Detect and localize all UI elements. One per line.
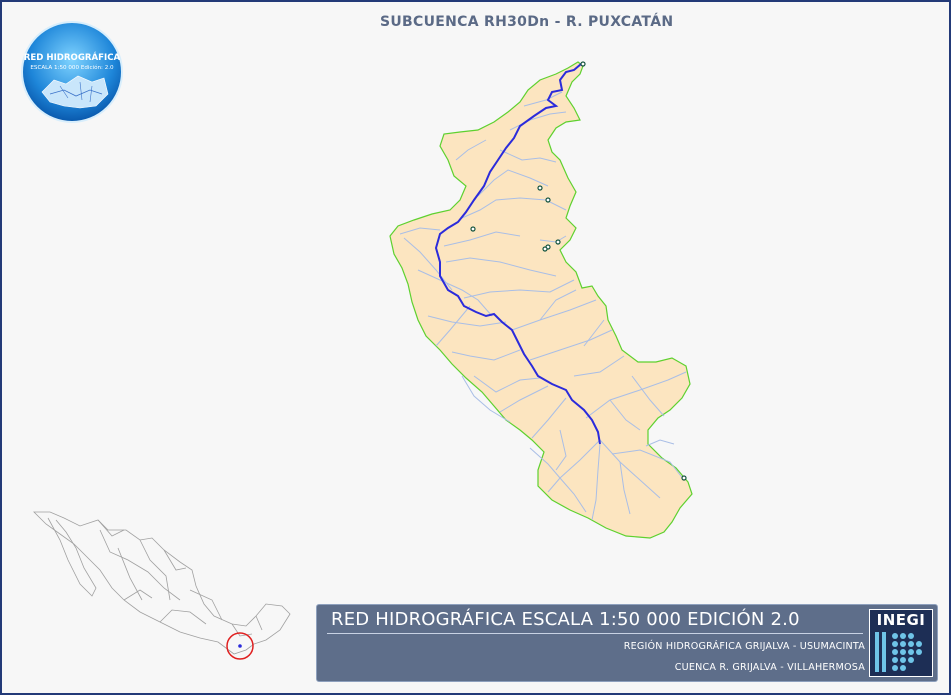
info-banner: RED HIDROGRÁFICA ESCALA 1:50 000 EDICIÓN…: [316, 604, 938, 682]
banner-cuenca: CUENCA R. GRIJALVA - VILLAHERMOSA: [674, 662, 865, 673]
locator-dot: [238, 644, 242, 648]
logo-main-text: RED HIDROGRÁFICA: [23, 53, 121, 63]
locator-circle: [226, 632, 254, 660]
map-title: SUBCUENCA RH30Dn - R. PUXCATÁN: [380, 14, 674, 30]
tributary-network: [399, 91, 687, 521]
hydro-network-globe-icon: [21, 21, 123, 123]
red-hidrografica-logo: RED HIDROGRÁFICA ESCALA 1:50 000 Edición…: [20, 20, 124, 124]
banner-region: REGIÓN HIDROGRÁFICA GRIJALVA - USUMACINT…: [623, 641, 865, 652]
basin-polygon: [389, 61, 693, 539]
main-river: [434, 63, 601, 445]
inegi-brand-text: INEGI: [876, 611, 926, 629]
inegi-dots-icon: [875, 632, 922, 672]
mexico-locator-map: [33, 511, 291, 655]
water-points: [470, 61, 687, 481]
banner-divider: [327, 633, 863, 634]
inegi-logo: INEGI: [869, 609, 933, 677]
banner-title: RED HIDROGRÁFICA ESCALA 1:50 000 EDICIÓN…: [331, 609, 800, 630]
logo-sub-text: ESCALA 1:50 000 Edición: 2.0: [30, 65, 114, 71]
